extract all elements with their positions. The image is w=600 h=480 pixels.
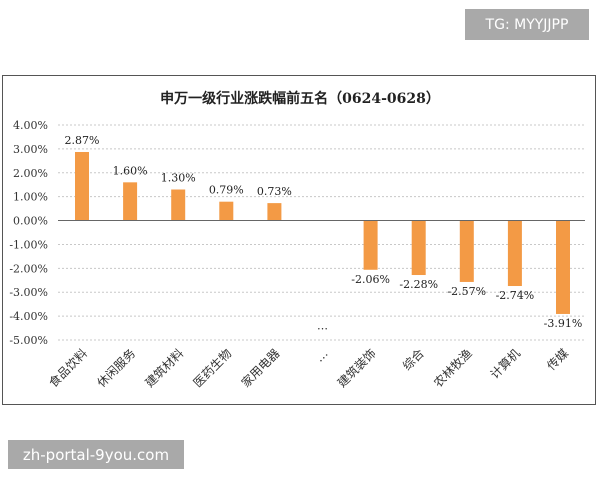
bar [411, 220, 426, 276]
data-label: -2.28% [399, 278, 438, 291]
x-tick-label: 建筑材料 [142, 346, 187, 391]
bar [123, 182, 138, 221]
y-tick-label: -3.00% [9, 286, 48, 299]
data-label: 1.30% [161, 172, 196, 185]
data-label: -3.91% [544, 317, 583, 330]
bar [267, 203, 282, 221]
bar [556, 220, 570, 314]
y-tick-label: 0.00% [13, 215, 48, 228]
x-tick-label: 食品饮料 [46, 346, 91, 391]
bar [507, 220, 522, 287]
x-tick-label: 休闲服务 [94, 346, 139, 391]
y-tick-label: -1.00% [9, 238, 48, 251]
y-tick-label: -4.00% [9, 310, 48, 323]
chart-title: 申万一级行业涨跌幅前五名（0624-0628） [160, 90, 440, 107]
bar [75, 151, 89, 221]
bar [219, 201, 234, 221]
y-tick-label: 4.00% [13, 119, 48, 132]
data-label: -2.57% [447, 285, 486, 298]
watermark-top-right: TG: MYYJJPP [465, 9, 589, 40]
y-tick-label: 2.00% [13, 167, 48, 180]
x-tick-label: 建筑装饰 [334, 346, 379, 391]
data-label: -2.74% [496, 289, 535, 302]
data-label: 0.73% [257, 185, 292, 198]
x-tick-label: 农林牧渔 [431, 346, 475, 390]
chart-frame [2, 75, 596, 405]
y-tick-label: -5.00% [9, 334, 48, 347]
bar [459, 220, 474, 282]
data-label: 0.79% [209, 184, 244, 197]
data-label: … [317, 319, 328, 332]
bar [171, 189, 186, 221]
y-tick-label: 1.00% [13, 191, 48, 204]
y-tick-label: -2.00% [9, 262, 48, 275]
x-tick-label: 医药生物 [191, 346, 235, 390]
data-label: 2.87% [65, 134, 100, 147]
y-tick-label: 3.00% [13, 143, 48, 156]
x-tick-label: 传媒 [544, 346, 572, 374]
data-label: 1.60% [113, 164, 148, 177]
x-tick-label: 计算机 [487, 346, 523, 382]
x-tick-label: 综合 [399, 346, 427, 374]
x-tick-label: … [312, 346, 330, 364]
bar [363, 220, 378, 270]
watermark-bottom-left: zh-portal-9you.com [8, 440, 184, 469]
data-label: -2.06% [351, 273, 390, 286]
x-tick-label: 家用电器 [238, 346, 283, 391]
